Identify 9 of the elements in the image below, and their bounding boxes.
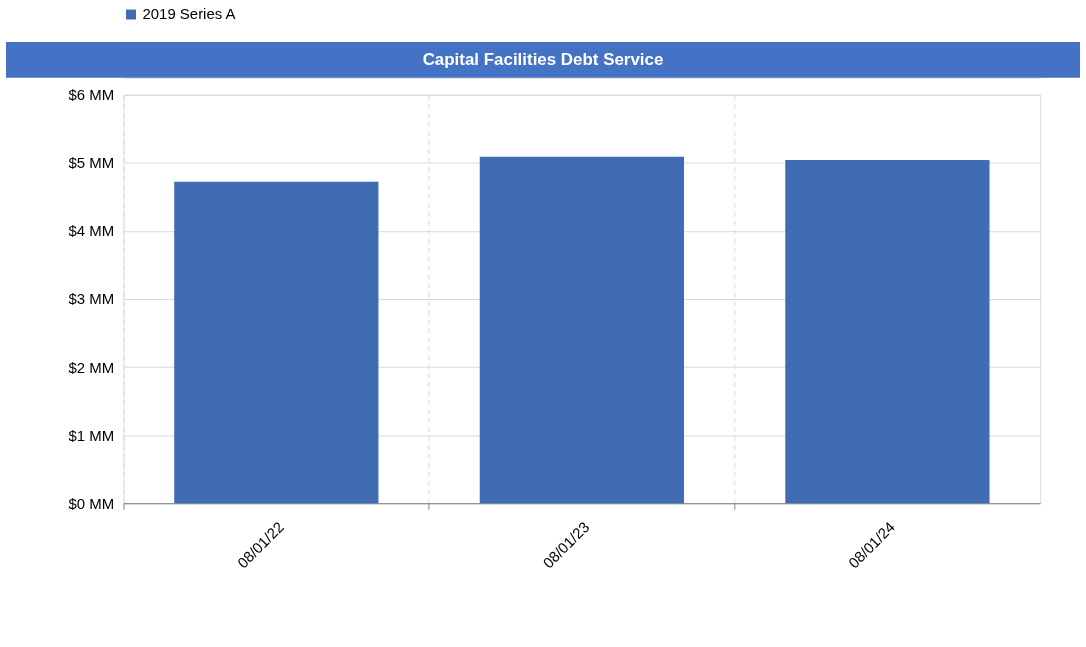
y-tick-label: $2 MM	[68, 358, 115, 376]
legend-label: 2019 Series A	[142, 5, 236, 23]
y-tick-label: $3 MM	[68, 290, 115, 308]
chart-title: Capital Facilities Debt Service	[422, 49, 664, 69]
y-tick-label: $0 MM	[68, 494, 115, 512]
y-tick-label: $1 MM	[68, 426, 115, 444]
y-tick-label: $6 MM	[68, 86, 115, 104]
y-tick-label: $5 MM	[68, 154, 115, 172]
y-tick-label: $4 MM	[68, 222, 115, 240]
